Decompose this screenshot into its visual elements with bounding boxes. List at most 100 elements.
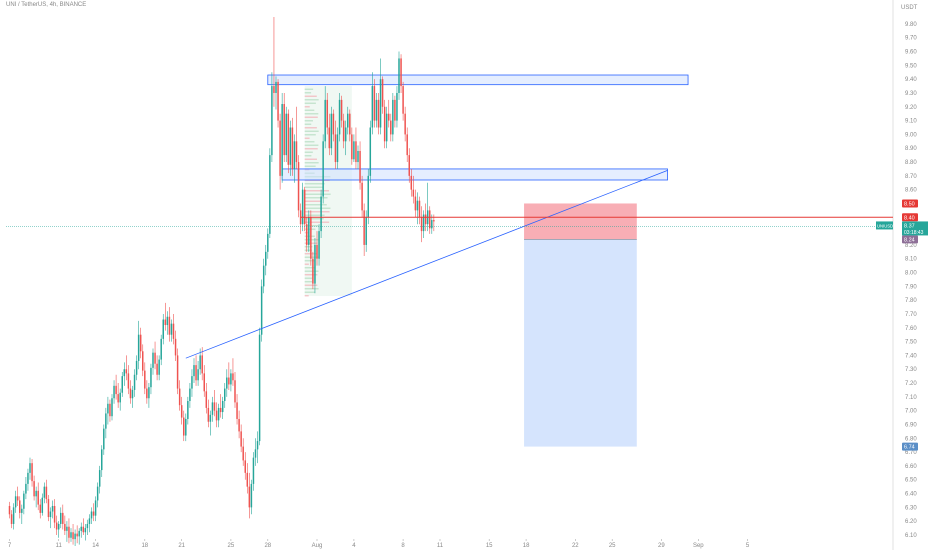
price-tick-label: 9.20	[905, 105, 917, 111]
candle-body	[236, 402, 238, 419]
candle-body	[357, 150, 359, 163]
candle-body	[250, 483, 253, 508]
price-tick-label: 8.90	[905, 146, 917, 152]
candle-body	[80, 526, 82, 531]
candle-body	[308, 217, 310, 245]
volume-profile-bar	[304, 183, 325, 185]
candle-body	[412, 189, 415, 197]
candle-body	[164, 319, 167, 326]
volume-profile-bar	[304, 155, 312, 157]
candle-body	[373, 86, 376, 121]
price-tick-label: 7.90	[905, 284, 917, 290]
candle-body	[295, 141, 298, 163]
price-tick-label: 7.80	[905, 298, 917, 304]
candle-body	[57, 523, 60, 530]
candle-body	[8, 505, 11, 515]
candle-body	[123, 369, 126, 377]
volume-profile-bar	[304, 144, 319, 146]
candle-body	[144, 370, 146, 389]
price-tick-label: 9.60	[905, 50, 917, 56]
volume-profile-bar	[304, 148, 318, 150]
candle-body	[199, 355, 201, 370]
candle-body	[45, 486, 48, 500]
price-tick-label: 8.70	[905, 174, 917, 180]
price-tick-label: 7.40	[905, 353, 917, 359]
candle-body	[347, 113, 349, 128]
candle-body	[234, 380, 236, 403]
candle-body	[226, 377, 228, 389]
candle-body	[322, 141, 324, 197]
candle-body	[183, 417, 185, 436]
candle-body	[400, 58, 402, 87]
candle-body	[62, 512, 64, 524]
candle-body	[146, 388, 148, 399]
candle-body	[336, 134, 339, 163]
take-profit-zone	[524, 239, 637, 447]
candle-body	[195, 365, 197, 381]
candle-body	[152, 352, 154, 368]
candle-body	[209, 414, 212, 422]
drawings[interactable]	[267, 74, 689, 447]
candle-body	[219, 407, 222, 413]
stop-price-badge-bg	[902, 199, 918, 208]
price-tick-label: 9.80	[905, 22, 917, 28]
candle-body	[88, 518, 91, 524]
time-tick-label: 14	[92, 543, 99, 549]
candle-body	[74, 533, 76, 540]
candle-body	[383, 106, 386, 142]
bar-countdown-label: 03:18:43	[904, 230, 924, 236]
candle-body	[47, 499, 50, 518]
time-tick-label: 25	[228, 543, 235, 549]
volume-profile-bar	[304, 109, 315, 111]
last-price-badge-bg	[902, 221, 928, 236]
symbol-badge: UNIUSDT	[877, 223, 896, 228]
candle-body	[340, 99, 343, 121]
candle-body	[398, 58, 400, 93]
candle-body	[176, 355, 179, 389]
candle-body	[174, 338, 177, 356]
candle-body	[205, 391, 208, 408]
volume-profile-bar	[304, 295, 309, 297]
price-tick-label: 8.20	[905, 243, 917, 249]
volume-profile-bar	[304, 204, 327, 206]
volume-profile-bar	[304, 267, 316, 269]
candle-body	[170, 323, 173, 335]
candle-body	[254, 449, 257, 458]
volume-profile-bar	[304, 127, 317, 129]
candle-body	[215, 410, 218, 421]
candle-body	[203, 373, 205, 392]
volume-profile-bar	[304, 218, 324, 220]
candle-body	[139, 334, 142, 352]
candle-body	[381, 79, 384, 107]
position-price-badge-bg	[902, 235, 918, 244]
candle-body	[242, 446, 244, 461]
price-tick-label: 8.80	[905, 160, 917, 166]
candle-body	[221, 401, 224, 413]
candle-body	[64, 523, 66, 531]
volume-profile-bar	[304, 284, 318, 286]
volume-profile-bar	[304, 225, 319, 227]
volume-profile-bar	[304, 277, 313, 279]
price-tick-label: 9.50	[905, 63, 917, 69]
candle-body	[41, 497, 44, 513]
candle-body	[431, 220, 433, 229]
price-tick-label: 6.50	[905, 478, 917, 484]
resistance-zone	[267, 74, 689, 86]
ascending-trendline	[185, 169, 668, 359]
time-tick-label: 7	[8, 543, 12, 549]
candle-body	[92, 511, 95, 516]
position-price-badge: 8.24	[904, 237, 915, 243]
candle-body	[84, 528, 87, 533]
volume-profile-bar	[304, 274, 318, 276]
candle-body	[363, 210, 365, 245]
candle-body	[107, 403, 109, 414]
price-tick-label: 7.30	[905, 367, 917, 373]
candle-body	[303, 189, 306, 225]
candle-body	[25, 483, 27, 494]
candle-body	[37, 490, 39, 505]
time-tick-label: 15	[486, 543, 493, 549]
candle-body	[353, 141, 355, 160]
volume-profile-bar	[304, 249, 312, 251]
candle-body	[365, 217, 367, 245]
